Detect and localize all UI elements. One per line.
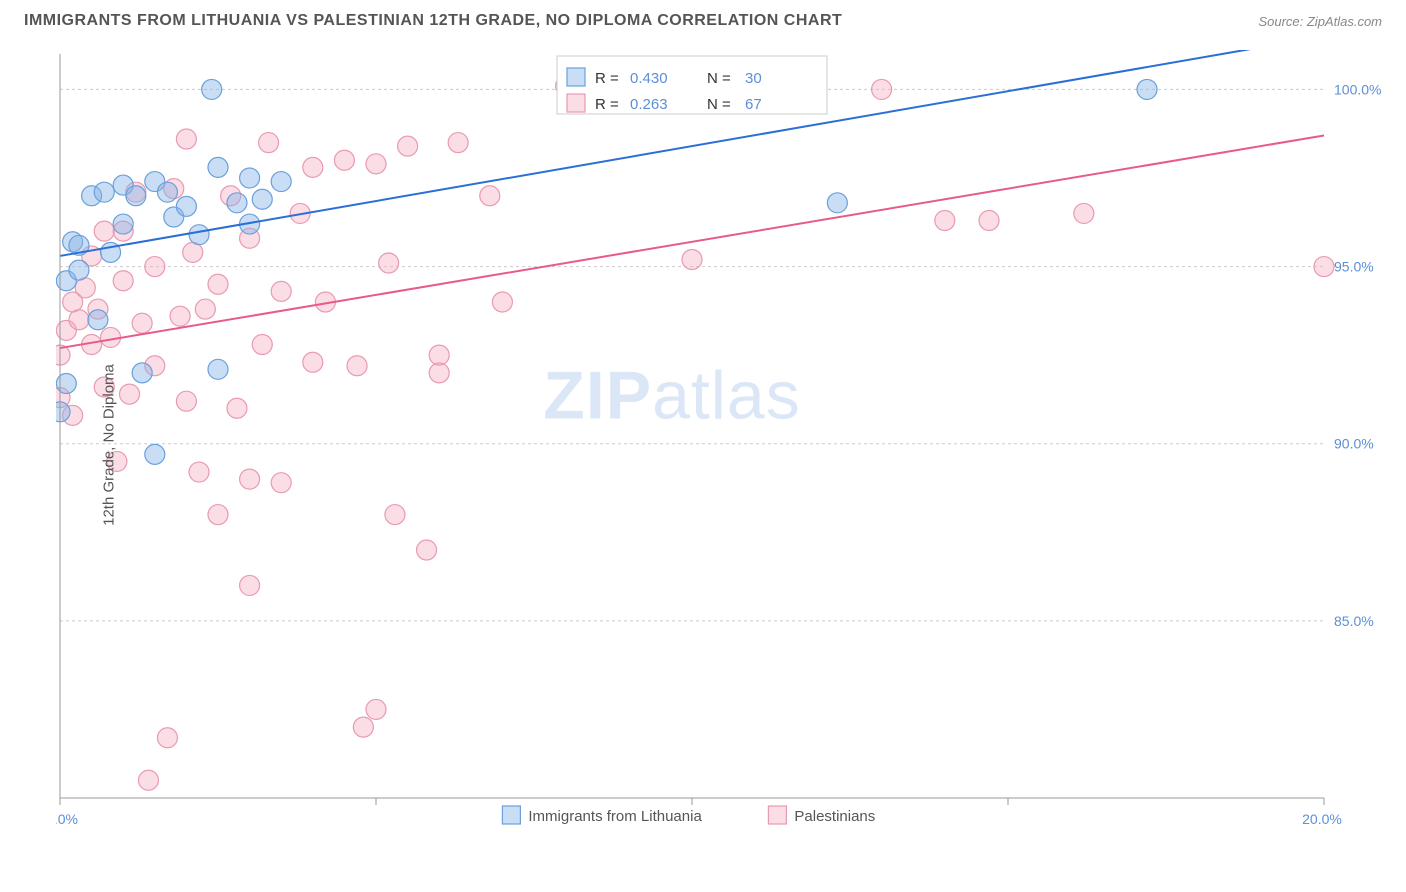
legend-n-value: 30 xyxy=(745,70,762,87)
scatter-point-series2 xyxy=(353,717,373,737)
scatter-point-series1 xyxy=(56,402,70,422)
scatter-point-series2 xyxy=(448,133,468,153)
scatter-point-series1 xyxy=(69,260,89,280)
scatter-point-series1 xyxy=(94,182,114,202)
scatter-point-series2 xyxy=(138,770,158,790)
scatter-point-series2 xyxy=(872,79,892,99)
scatter-point-series2 xyxy=(240,575,260,595)
scatter-point-series2 xyxy=(189,462,209,482)
scatter-point-series1 xyxy=(208,157,228,177)
legend-swatch xyxy=(502,806,520,824)
legend-swatch xyxy=(567,94,585,112)
scatter-point-series2 xyxy=(303,352,323,372)
y-tick-label: 100.0% xyxy=(1334,81,1381,97)
scatter-point-series2 xyxy=(240,469,260,489)
scatter-point-series2 xyxy=(120,384,140,404)
legend-swatch xyxy=(768,806,786,824)
scatter-point-series2 xyxy=(429,345,449,365)
x-tick-label: 0.0% xyxy=(56,811,78,827)
scatter-point-series2 xyxy=(157,728,177,748)
scatter-point-series1 xyxy=(56,373,76,393)
y-tick-label: 85.0% xyxy=(1334,613,1374,629)
scatter-point-series2 xyxy=(366,699,386,719)
legend-swatch xyxy=(567,68,585,86)
scatter-point-series1 xyxy=(132,363,152,383)
scatter-point-series2 xyxy=(208,505,228,525)
legend-r-label: R = xyxy=(595,96,619,113)
scatter-point-series2 xyxy=(75,278,95,298)
x-tick-label: 20.0% xyxy=(1302,811,1342,827)
scatter-point-series2 xyxy=(145,257,165,277)
scatter-point-series1 xyxy=(827,193,847,213)
scatter-point-series2 xyxy=(429,363,449,383)
watermark: ZIPatlas xyxy=(543,357,800,433)
scatter-point-series2 xyxy=(1074,203,1094,223)
scatter-point-series2 xyxy=(113,271,133,291)
scatter-point-series2 xyxy=(935,211,955,231)
scatter-point-series2 xyxy=(271,281,291,301)
scatter-point-series2 xyxy=(132,313,152,333)
scatter-point-series2 xyxy=(94,221,114,241)
chart-container: 12th Grade, No Diploma 85.0% 90.0% 95.0% 10… xyxy=(56,50,1386,840)
scatter-point-series2 xyxy=(170,306,190,326)
scatter-point-series1 xyxy=(1137,79,1157,99)
scatter-point-series2 xyxy=(366,154,386,174)
y-axis-label: 12th Grade, No Diploma xyxy=(100,364,117,526)
scatter-point-series2 xyxy=(682,249,702,269)
scatter-point-series1 xyxy=(208,359,228,379)
scatter-point-series1 xyxy=(202,79,222,99)
scatter-point-series1 xyxy=(227,193,247,213)
scatter-point-series1 xyxy=(113,214,133,234)
scatter-point-series2 xyxy=(69,310,89,330)
scatter-point-series2 xyxy=(227,398,247,418)
scatter-point-series2 xyxy=(347,356,367,376)
scatter-point-series1 xyxy=(157,182,177,202)
y-tick-label: 95.0% xyxy=(1334,259,1374,275)
chart-title: IMMIGRANTS FROM LITHUANIA VS PALESTINIAN… xyxy=(24,12,842,30)
scatter-point-series2 xyxy=(979,211,999,231)
scatter-point-series2 xyxy=(259,133,279,153)
scatter-point-series1 xyxy=(240,168,260,188)
legend-r-value: 0.263 xyxy=(630,96,668,113)
legend-series-label: Palestinians xyxy=(794,808,875,825)
scatter-point-series1 xyxy=(252,189,272,209)
legend-n-label: N = xyxy=(707,96,731,113)
scatter-point-series1 xyxy=(176,196,196,216)
legend-n-value: 67 xyxy=(745,96,762,113)
scatter-point-series2 xyxy=(334,150,354,170)
scatter-point-series2 xyxy=(1314,257,1334,277)
scatter-point-series1 xyxy=(88,310,108,330)
scatter-point-series2 xyxy=(271,473,291,493)
scatter-point-series2 xyxy=(480,186,500,206)
scatter-point-series2 xyxy=(417,540,437,560)
legend-n-label: N = xyxy=(707,70,731,87)
scatter-point-series2 xyxy=(385,505,405,525)
scatter-point-series2 xyxy=(252,335,272,355)
scatter-point-series1 xyxy=(126,186,146,206)
scatter-point-series1 xyxy=(145,444,165,464)
scatter-point-series2 xyxy=(303,157,323,177)
scatter-point-series2 xyxy=(398,136,418,156)
scatter-chart: 85.0% 90.0% 95.0% 100.0% ZIPatlas 0.0% 20.0% R … xyxy=(56,50,1386,840)
source-attribution: Source: ZipAtlas.com xyxy=(1258,14,1382,29)
scatter-point-series2 xyxy=(208,274,228,294)
scatter-point-series2 xyxy=(176,129,196,149)
scatter-point-series2 xyxy=(492,292,512,312)
legend-r-label: R = xyxy=(595,70,619,87)
scatter-point-series1 xyxy=(271,172,291,192)
scatter-point-series2 xyxy=(195,299,215,319)
scatter-point-series1 xyxy=(189,225,209,245)
legend-r-value: 0.430 xyxy=(630,70,668,87)
y-tick-label: 90.0% xyxy=(1334,436,1374,452)
scatter-point-series2 xyxy=(176,391,196,411)
legend-series-label: Immigrants from Lithuania xyxy=(528,808,702,825)
scatter-point-series2 xyxy=(183,242,203,262)
scatter-point-series2 xyxy=(379,253,399,273)
